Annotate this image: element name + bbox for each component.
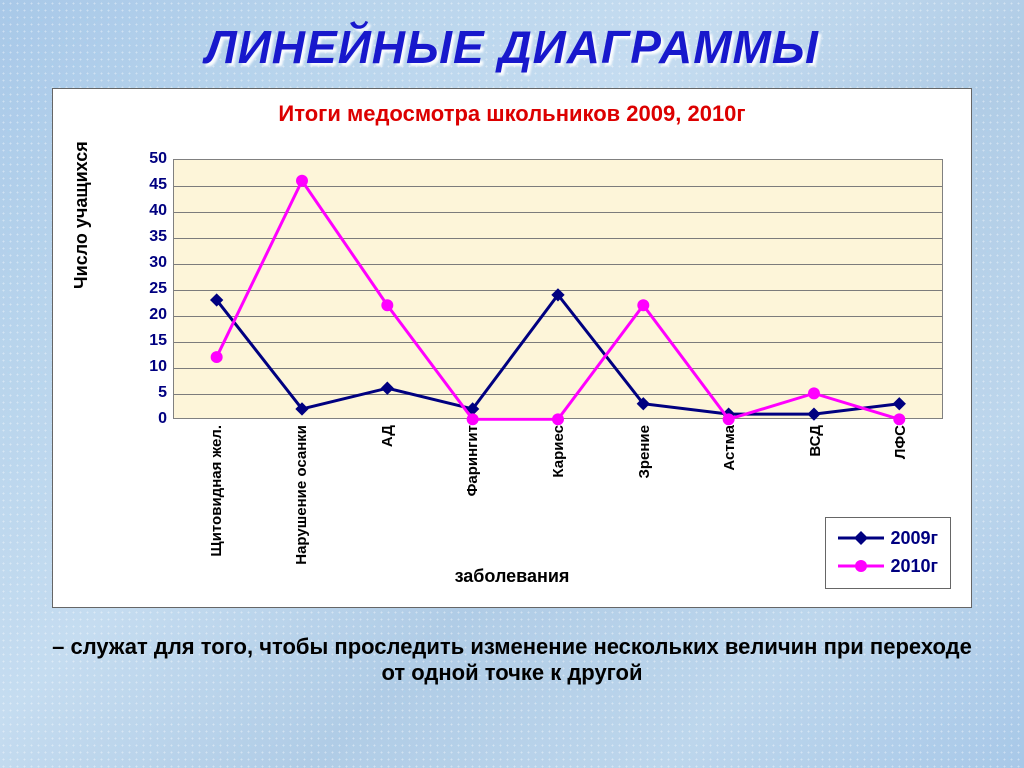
legend-label: 2009г bbox=[890, 524, 938, 552]
x-tick-label: Астма bbox=[721, 425, 738, 471]
y-tick-label: 20 bbox=[107, 307, 167, 323]
y-tick-label: 25 bbox=[107, 281, 167, 297]
y-tick-label: 35 bbox=[107, 229, 167, 245]
y-tick-label: 45 bbox=[107, 177, 167, 193]
y-tick-label: 50 bbox=[107, 151, 167, 167]
x-tick-label: Зрение bbox=[636, 425, 653, 479]
x-axis-label: заболевания bbox=[455, 566, 570, 587]
slide-caption: – служат для того, чтобы проследить изме… bbox=[48, 634, 976, 686]
x-tick-label: Нарушение осанки bbox=[293, 425, 310, 565]
x-tick-label: ЛФС bbox=[892, 425, 909, 459]
y-tick-label: 15 bbox=[107, 333, 167, 349]
legend-label: 2010г bbox=[890, 552, 938, 580]
x-tick-label: Щитовидная жел. bbox=[208, 425, 225, 557]
x-tick-label: Фарингит bbox=[464, 425, 481, 496]
y-axis-label: Число учащихся bbox=[71, 141, 92, 289]
y-tick-label: 30 bbox=[107, 255, 167, 271]
slide-title: ЛИНЕЙНЫЕ ДИАГРАММЫ bbox=[0, 0, 1024, 74]
chart-svg bbox=[174, 160, 942, 419]
x-tick-label: Кариес bbox=[550, 425, 567, 478]
legend-item-2009: 2009г bbox=[838, 524, 938, 552]
legend-item-2010: 2010г bbox=[838, 552, 938, 580]
x-tick-label: ВСД bbox=[807, 425, 824, 457]
y-tick-label: 5 bbox=[107, 385, 167, 401]
y-tick-label: 40 bbox=[107, 203, 167, 219]
y-tick-label: 10 bbox=[107, 359, 167, 375]
chart-title: Итоги медосмотра школьников 2009, 2010г bbox=[53, 89, 971, 127]
x-tick-label: АД bbox=[379, 425, 396, 447]
legend: 2009г 2010г bbox=[825, 517, 951, 589]
plot-area bbox=[173, 159, 943, 419]
y-tick-label: 0 bbox=[107, 411, 167, 427]
chart-frame: Итоги медосмотра школьников 2009, 2010г … bbox=[52, 88, 972, 608]
